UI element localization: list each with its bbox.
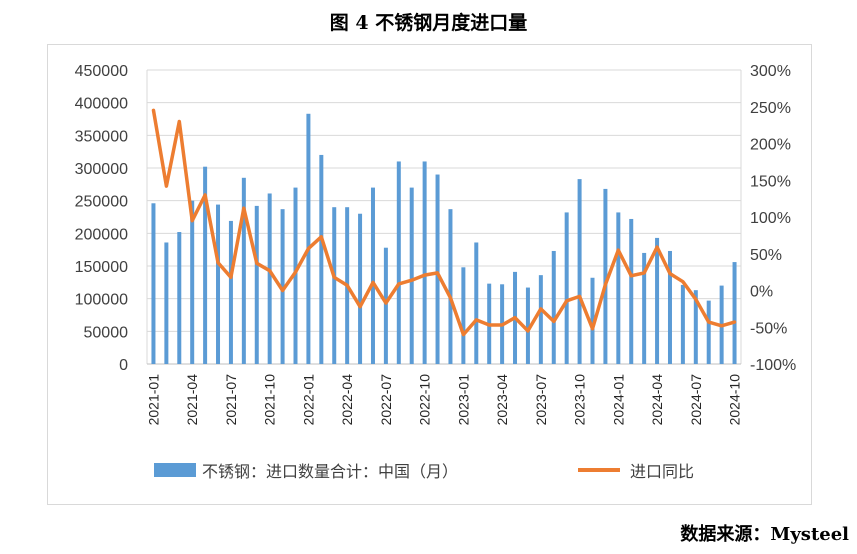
x-tick-label: 2022-01 — [300, 374, 316, 426]
legend: 不锈钢：进口数量合计：中国（月） 进口同比 — [154, 462, 694, 481]
bar — [358, 213, 363, 364]
left-axis-ticks: 0 50000 100000 150000 200000 250000 300000 3500… — [75, 63, 128, 374]
bar — [577, 179, 582, 364]
chart-title: 图 4 不锈钢月度进口量 — [329, 12, 528, 34]
bar — [241, 177, 246, 364]
bar — [332, 207, 337, 364]
x-axis-ticks: 2021-01 2021-04 2021-07 2021-10 2022-01 2022-… — [145, 374, 742, 426]
yoy-line — [151, 108, 737, 337]
bar — [680, 284, 685, 364]
x-tick-label: 2024-01 — [610, 374, 626, 426]
bar — [190, 200, 195, 364]
left-tick-label: 450000 — [75, 63, 128, 80]
bar — [151, 203, 156, 364]
bar — [474, 242, 479, 364]
left-tick-label: 350000 — [75, 128, 128, 145]
left-tick-label: 50000 — [84, 324, 129, 341]
line-series — [151, 108, 737, 337]
gridlines — [146, 69, 742, 365]
bar — [383, 247, 388, 364]
legend-bar-swatch — [154, 463, 196, 477]
bar — [254, 205, 259, 364]
bar — [319, 154, 324, 364]
bar — [564, 212, 569, 364]
x-tick-label: 2024-07 — [688, 374, 704, 426]
bar — [655, 237, 660, 364]
right-tick-label: 250% — [750, 100, 791, 117]
bar — [551, 250, 556, 364]
legend-bar-label: 不锈钢：进口数量合计：中国（月） — [202, 462, 458, 481]
x-tick-label: 2024-04 — [649, 374, 665, 426]
x-tick-label: 2024-10 — [727, 374, 743, 426]
right-tick-label: 100% — [750, 210, 791, 227]
left-tick-label: 100000 — [75, 292, 128, 309]
bar — [603, 188, 608, 364]
right-tick-label: -100% — [750, 357, 796, 374]
bar — [177, 232, 182, 364]
bar — [267, 193, 272, 364]
left-tick-label: 300000 — [75, 161, 128, 178]
right-tick-label: 300% — [750, 63, 791, 80]
left-tick-label: 0 — [119, 357, 128, 374]
left-tick-label: 250000 — [75, 194, 128, 211]
bar — [732, 262, 737, 364]
bar — [590, 277, 595, 364]
bar — [642, 252, 647, 364]
x-tick-label: 2021-04 — [184, 374, 200, 426]
chart-frame — [47, 44, 812, 505]
right-tick-label: 150% — [750, 173, 791, 190]
bar — [409, 187, 414, 364]
x-tick-label: 2022-07 — [378, 374, 394, 426]
bar — [306, 113, 311, 364]
left-tick-label: 200000 — [75, 226, 128, 243]
bar — [203, 166, 208, 364]
x-tick-label: 2023-04 — [494, 374, 510, 426]
x-tick-label: 2021-10 — [262, 374, 278, 426]
x-tick-label: 2022-04 — [339, 374, 355, 426]
x-tick-label: 2021-07 — [223, 374, 239, 426]
bar — [706, 300, 711, 364]
x-tick-label: 2022-10 — [417, 374, 433, 426]
bar — [293, 187, 298, 364]
bar — [164, 242, 169, 364]
right-tick-label: -50% — [750, 320, 787, 337]
bar — [629, 218, 634, 364]
left-tick-label: 400000 — [75, 96, 128, 113]
bar — [435, 174, 440, 364]
bar — [667, 250, 672, 364]
bar — [216, 204, 221, 364]
left-tick-label: 150000 — [75, 259, 128, 276]
bar — [693, 290, 698, 364]
bar — [396, 161, 401, 364]
right-tick-label: 50% — [750, 247, 782, 264]
source-note: 数据来源：Mysteel — [680, 524, 849, 545]
bar — [616, 212, 621, 364]
legend-line-label: 进口同比 — [630, 462, 694, 481]
x-tick-label: 2021-01 — [145, 374, 161, 426]
bar — [461, 267, 466, 364]
bar — [422, 161, 427, 364]
x-tick-label: 2023-01 — [455, 374, 471, 426]
bar — [228, 220, 233, 364]
right-tick-label: 200% — [750, 137, 791, 154]
x-tick-label: 2023-07 — [533, 374, 549, 426]
bar — [448, 209, 453, 364]
bar — [280, 209, 285, 364]
x-tick-label: 2023-10 — [572, 374, 588, 426]
bar — [538, 275, 543, 364]
bar — [370, 187, 375, 364]
right-tick-label: 0% — [750, 284, 773, 301]
bar-series — [151, 113, 737, 364]
right-axis-ticks: -100% -50% 0% 50% 100% 150% 200% 250% 300% — [750, 63, 796, 374]
bar — [525, 287, 530, 364]
